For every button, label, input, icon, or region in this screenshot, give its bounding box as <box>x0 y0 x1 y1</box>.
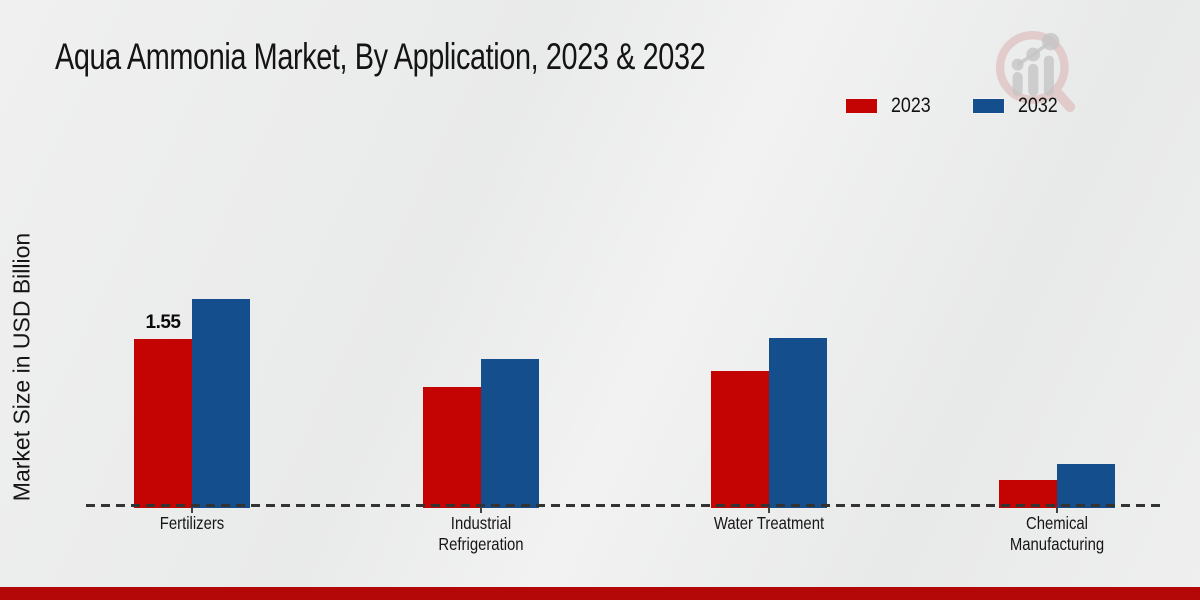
bar-2032-fertilizers <box>192 299 250 508</box>
value-label-2023-fertilizers: 1.55 <box>145 312 181 333</box>
x-label-industrial-refrigeration: Industrial Refrigeration <box>437 513 524 554</box>
y-axis-label: Market Size in USD Billion <box>8 232 35 502</box>
x-label-water-treatment: Water Treatment <box>713 513 825 533</box>
bar-2032-water-treatment <box>769 337 827 508</box>
chart-title: Aqua Ammonia Market, By Application, 202… <box>55 36 706 77</box>
x-tick-industrial-refrigeration <box>479 507 482 513</box>
bar-2032-chemical-manufacturing <box>1057 463 1115 508</box>
zero-baseline <box>86 504 1163 507</box>
legend-label-2032: 2032 <box>1017 94 1058 117</box>
legend-swatch-2023 <box>845 98 878 114</box>
x-label-chemical-manufacturing: Chemical Manufacturing <box>1009 513 1105 554</box>
legend: 2023 2032 <box>845 94 1064 118</box>
legend-item-2023: 2023 <box>845 94 938 118</box>
legend-swatch-2032 <box>971 98 1005 114</box>
x-tick-fertilizers <box>191 507 193 513</box>
bar-2023-industrial-refrigeration <box>422 387 481 508</box>
bar-2023-water-treatment <box>711 371 769 508</box>
magnifier-growth-logo-icon <box>995 31 1076 113</box>
legend-item-2032: 2032 <box>971 94 1065 118</box>
footer-accent-bar <box>0 587 1200 600</box>
bar-2023-chemical-manufacturing <box>999 480 1057 508</box>
x-tick-chemical-manufacturing <box>1056 507 1058 513</box>
bar-2023-fertilizers <box>134 339 192 508</box>
bar-2032-industrial-refrigeration <box>480 359 539 508</box>
legend-label-2023: 2023 <box>891 94 931 117</box>
x-label-fertilizers: Fertilizers <box>159 513 225 533</box>
x-tick-water-treatment <box>768 507 770 513</box>
